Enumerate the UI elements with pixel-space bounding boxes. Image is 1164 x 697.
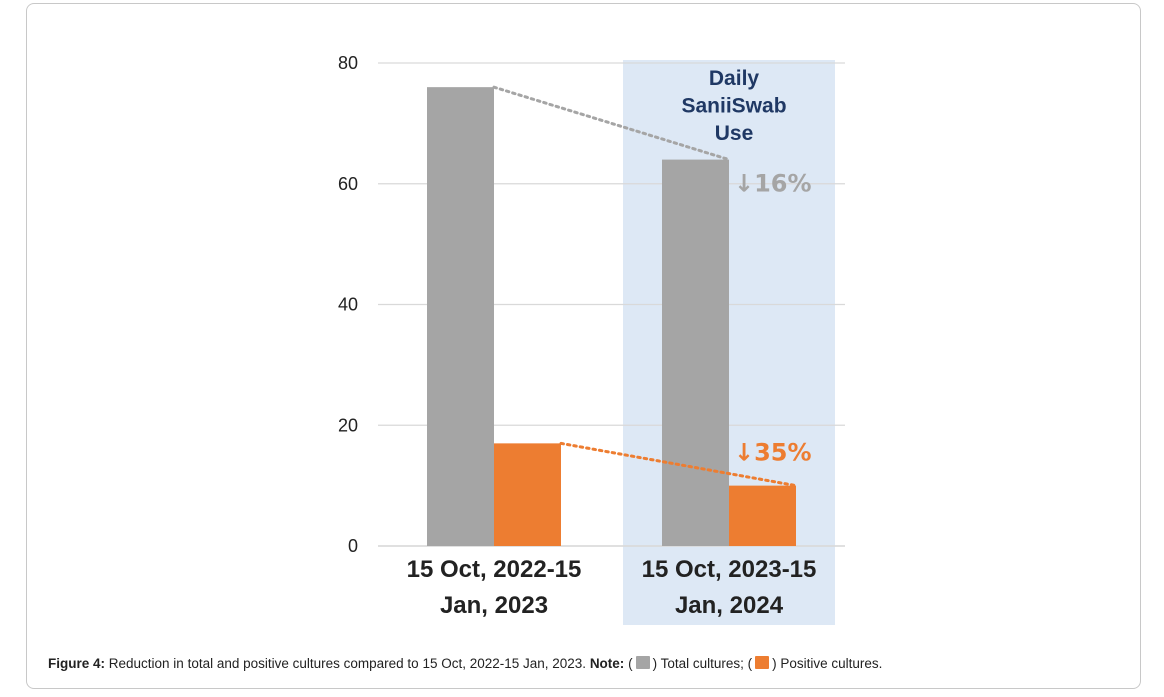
y-tick-label: 80 (338, 53, 358, 73)
positive-cultures-swatch (755, 656, 770, 669)
caption-text: Reduction in total and positive cultures… (105, 656, 590, 671)
figure-frame (26, 3, 1141, 689)
x-category-label: 15 Oct, 2022-15 (407, 556, 582, 583)
x-category-label: Jan, 2023 (440, 592, 548, 619)
total-cultures-bar (427, 87, 494, 547)
y-tick-label: 20 (338, 415, 358, 435)
figure-caption: Figure 4: Reduction in total and positiv… (48, 656, 1128, 671)
total-cultures-bar (662, 159, 729, 546)
caption-positive-text: ) Positive cultures. (772, 656, 883, 671)
daily-use-label: SaniiSwab (681, 95, 786, 118)
daily-use-label: Daily (709, 67, 760, 90)
trend-connector (492, 85, 731, 162)
y-tick-label: 0 (348, 536, 358, 556)
bar-chart: 0 20 40 60 80 15 Oct, 2022-15 Jan, 2023 15 Oct,… (338, 53, 845, 625)
trend-connector (559, 441, 798, 488)
x-category-label: 15 Oct, 2023-15 (642, 556, 817, 583)
total-reduction-annotation: ↓16% (734, 170, 812, 198)
note-label: Note: (589, 656, 625, 671)
positive-cultures-bar (729, 485, 796, 546)
positive-cultures-bar (494, 443, 561, 546)
y-tick-label: 40 (338, 295, 358, 315)
figure-label: Figure 4: (48, 656, 106, 671)
caption-paren: ( (624, 656, 633, 671)
positive-reduction-annotation: ↓35% (734, 439, 812, 467)
total-cultures-swatch (635, 656, 650, 669)
y-tick-label: 60 (338, 174, 358, 194)
daily-use-label: Use (715, 122, 754, 145)
caption-total-text: ) Total cultures; ( (652, 656, 753, 671)
x-category-label: Jan, 2024 (675, 592, 784, 619)
